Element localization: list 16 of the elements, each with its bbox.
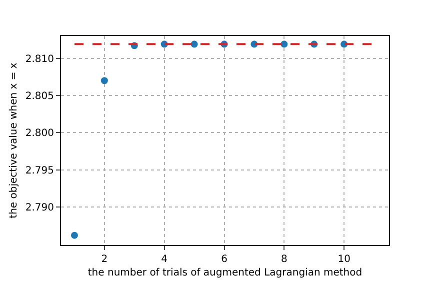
x-tick-label: 6	[221, 254, 228, 265]
point	[190, 40, 198, 48]
x-tick-label: 8	[280, 254, 288, 265]
y-axis-title: the objective value when x = x	[8, 62, 20, 218]
point	[100, 77, 108, 84]
x-axis-title: the number of trials of augmented Lagrangian method	[88, 268, 362, 278]
point	[280, 40, 288, 48]
y-tick-label: 2.810	[25, 54, 54, 65]
x-tick-label: 10	[338, 254, 350, 265]
y-tick-label: 2.800	[25, 128, 54, 140]
y-tick-label: 2.805	[25, 91, 54, 102]
x-tick-label: 4	[161, 254, 168, 265]
x-tick-label: 2	[101, 254, 108, 265]
point	[70, 232, 78, 239]
y-tick-label: 2.790	[25, 202, 54, 214]
y-tick-label: 2.795	[25, 165, 54, 176]
